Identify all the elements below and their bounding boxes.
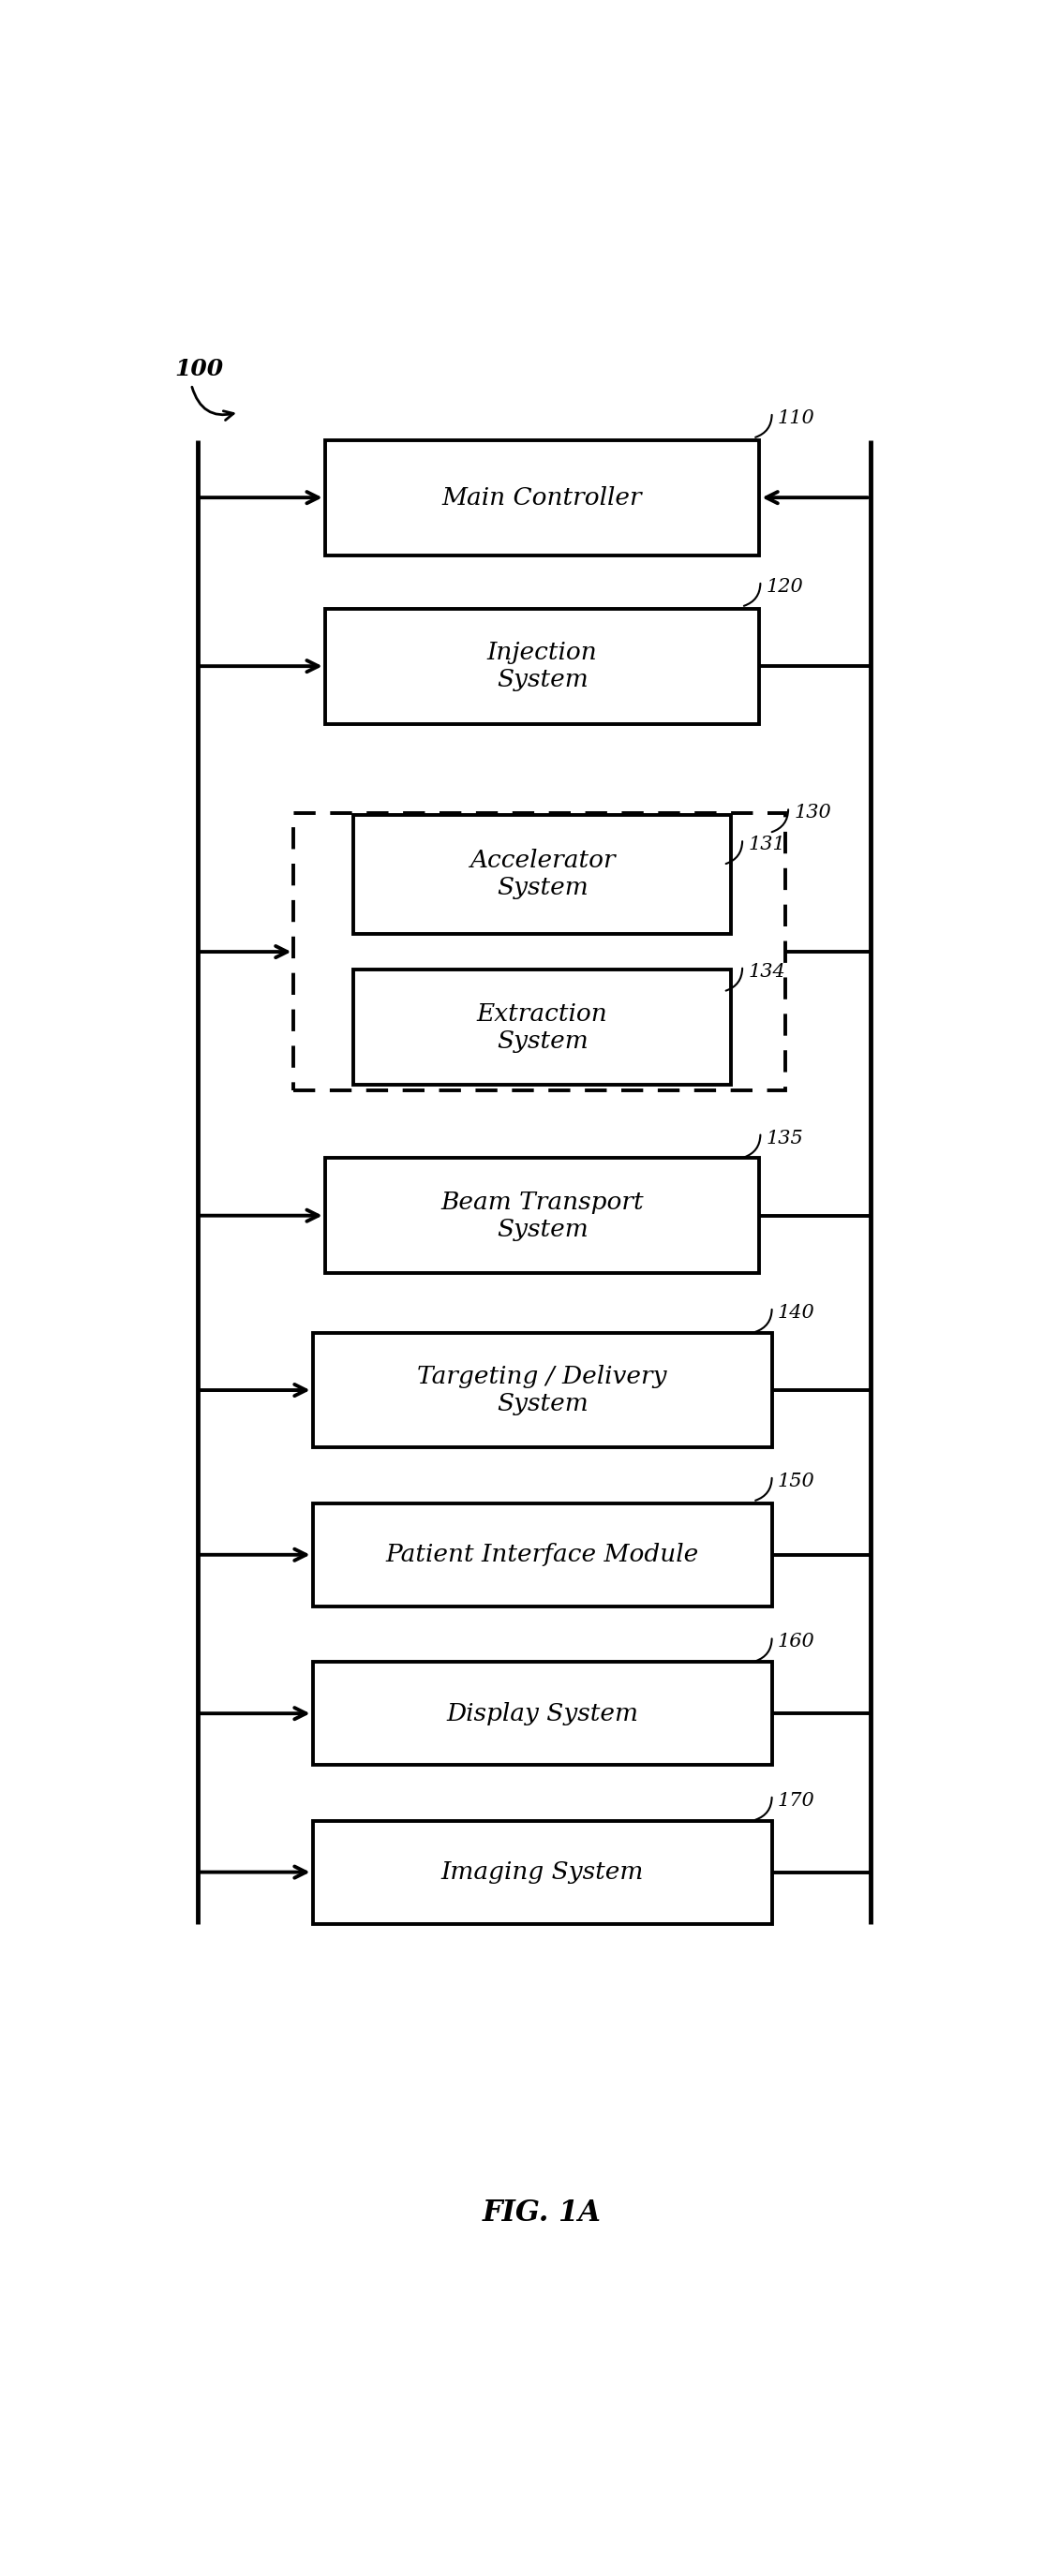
Text: Patient Interface Module: Patient Interface Module: [385, 1543, 699, 1566]
Text: Display System: Display System: [446, 1703, 638, 1726]
Text: Accelerator
System: Accelerator System: [470, 850, 615, 899]
Text: Injection
System: Injection System: [487, 641, 598, 690]
Text: 120: 120: [766, 577, 803, 595]
Bar: [353, 814, 731, 935]
Text: 134: 134: [748, 963, 785, 981]
Bar: [353, 969, 731, 1084]
Text: Imaging System: Imaging System: [441, 1860, 643, 1883]
Text: Extraction
System: Extraction System: [477, 1002, 607, 1054]
Text: Main Controller: Main Controller: [442, 487, 642, 510]
Text: Beam Transport
System: Beam Transport System: [441, 1190, 643, 1242]
Bar: [325, 1159, 760, 1273]
Text: 100: 100: [175, 358, 223, 379]
Bar: [313, 1821, 772, 1924]
Bar: [294, 814, 786, 1090]
Bar: [313, 1332, 772, 1448]
Bar: [325, 608, 760, 724]
Text: 140: 140: [778, 1303, 815, 1321]
Text: 131: 131: [748, 835, 785, 853]
Text: 170: 170: [778, 1793, 815, 1808]
Text: 110: 110: [778, 410, 815, 428]
Text: 130: 130: [794, 804, 832, 822]
Text: Targeting / Delivery
System: Targeting / Delivery System: [417, 1365, 668, 1414]
Text: 135: 135: [766, 1128, 803, 1146]
Text: FIG. 1A: FIG. 1A: [482, 2200, 602, 2228]
Bar: [313, 1504, 772, 1607]
Bar: [313, 1662, 772, 1765]
Text: 160: 160: [778, 1633, 815, 1651]
Bar: [325, 440, 760, 554]
Text: 150: 150: [778, 1473, 815, 1492]
